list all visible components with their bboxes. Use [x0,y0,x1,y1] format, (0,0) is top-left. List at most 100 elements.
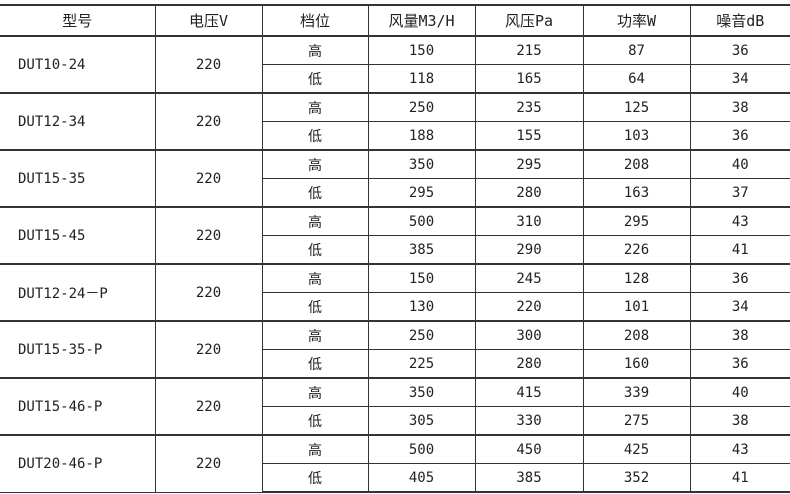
model-cell: DUT12-24－P [0,263,156,322]
noise-cell: 34 [689,292,790,322]
pressure-cell: 245 [474,263,584,293]
table-row: DUT12-24－P 220 高 150 245 128 36 [0,263,790,322]
level-cell: 低 [262,406,369,436]
pressure-cell: 235 [474,92,584,122]
model-cell: DUT10-24 [0,35,156,94]
airflow-cell: 150 [367,35,476,65]
pressure-cell: 280 [474,178,584,208]
model-cell: DUT15-46-P [0,377,156,436]
airflow-cell: 500 [367,206,476,236]
voltage-cell: 220 [154,377,263,436]
pressure-cell: 330 [474,406,584,436]
table-row: 低 305 330 275 38 [0,406,790,436]
noise-cell: 43 [689,434,790,464]
table-row: DUT20-46-P 220 高 500 450 425 43 [0,434,790,493]
noise-cell: 41 [689,235,790,265]
noise-cell: 43 [689,206,790,236]
table-row: DUT15-46-P 220 高 350 415 339 40 [0,377,790,436]
level-cell: 低 [262,292,369,322]
model-cell: DUT20-46-P [0,434,156,493]
table-row: DUT15-45 220 高 500 310 295 43 [0,206,790,265]
level-cell: 高 [261,320,369,350]
level-cell: 高 [261,149,369,179]
pressure-cell: 415 [474,377,584,407]
airflow-cell: 150 [367,263,476,293]
level-cell: 低 [262,463,369,493]
table-row: DUT10-24 220 高 150 215 87 36 [0,35,790,94]
header-level: 档位 [261,4,369,37]
pressure-cell: 300 [474,320,584,350]
airflow-cell: 188 [367,121,476,151]
header-power: 功率W [582,4,691,37]
voltage-cell: 220 [154,35,263,94]
pressure-cell: 310 [474,206,584,236]
table-row: DUT15-35-P 220 高 250 300 208 38 [0,320,790,379]
level-cell: 高 [261,377,369,407]
noise-cell: 40 [689,149,790,179]
power-cell: 64 [582,64,691,94]
table-row: 低 295 280 163 37 [0,178,790,208]
power-cell: 295 [582,206,691,236]
level-cell: 高 [261,35,369,65]
header-noise: 噪音dB [689,4,790,37]
noise-cell: 36 [689,35,790,65]
power-cell: 163 [582,178,691,208]
table-row: DUT12-34 220 高 250 235 125 38 [0,92,790,151]
header-pressure: 风压Pa [474,4,584,37]
airflow-cell: 118 [367,64,476,94]
table-row: 低 188 155 103 36 [0,121,790,151]
header-voltage: 电压V [154,4,263,37]
airflow-cell: 500 [367,434,476,464]
power-cell: 87 [582,35,691,65]
noise-cell: 38 [689,406,790,436]
pressure-cell: 385 [474,463,584,493]
noise-cell: 34 [689,64,790,94]
voltage-cell: 220 [154,92,263,151]
model-cell: DUT15-35-P [0,320,156,379]
table-row: 低 130 220 101 34 [0,292,790,322]
pressure-cell: 280 [474,349,584,379]
level-cell: 低 [262,235,369,265]
pressure-cell: 155 [474,121,584,151]
noise-cell: 41 [689,463,790,493]
airflow-cell: 350 [367,377,476,407]
level-cell: 低 [262,64,369,94]
airflow-cell: 130 [367,292,476,322]
noise-cell: 36 [689,349,790,379]
power-cell: 125 [582,92,691,122]
table-row: 低 405 385 352 41 [0,463,790,493]
airflow-cell: 405 [367,463,476,493]
pressure-cell: 220 [474,292,584,322]
power-cell: 208 [582,320,691,350]
power-cell: 101 [582,292,691,322]
noise-cell: 37 [689,178,790,208]
power-cell: 160 [582,349,691,379]
spec-table: 型号 电压V 档位 风量M3/H 风压Pa 功率W 噪音dB DUT10-24 2… [0,4,790,493]
pressure-cell: 290 [474,235,584,265]
noise-cell: 36 [689,121,790,151]
level-cell: 高 [261,92,369,122]
pressure-cell: 215 [474,35,584,65]
power-cell: 425 [582,434,691,464]
level-cell: 高 [261,263,369,293]
header-model: 型号 [0,4,156,37]
level-cell: 高 [261,434,369,464]
voltage-cell: 220 [154,263,263,322]
model-cell: DUT15-45 [0,206,156,265]
airflow-cell: 250 [367,92,476,122]
voltage-cell: 220 [154,434,263,493]
header-row: 型号 电压V 档位 风量M3/H 风压Pa 功率W 噪音dB [0,4,790,37]
model-cell: DUT15-35 [0,149,156,208]
pressure-cell: 450 [474,434,584,464]
power-cell: 275 [582,406,691,436]
noise-cell: 40 [689,377,790,407]
table-row: DUT15-35 220 高 350 295 208 40 [0,149,790,208]
airflow-cell: 225 [367,349,476,379]
pressure-cell: 295 [474,149,584,179]
pressure-cell: 165 [474,64,584,94]
power-cell: 128 [582,263,691,293]
power-cell: 208 [582,149,691,179]
noise-cell: 38 [689,92,790,122]
level-cell: 低 [262,178,369,208]
noise-cell: 38 [689,320,790,350]
